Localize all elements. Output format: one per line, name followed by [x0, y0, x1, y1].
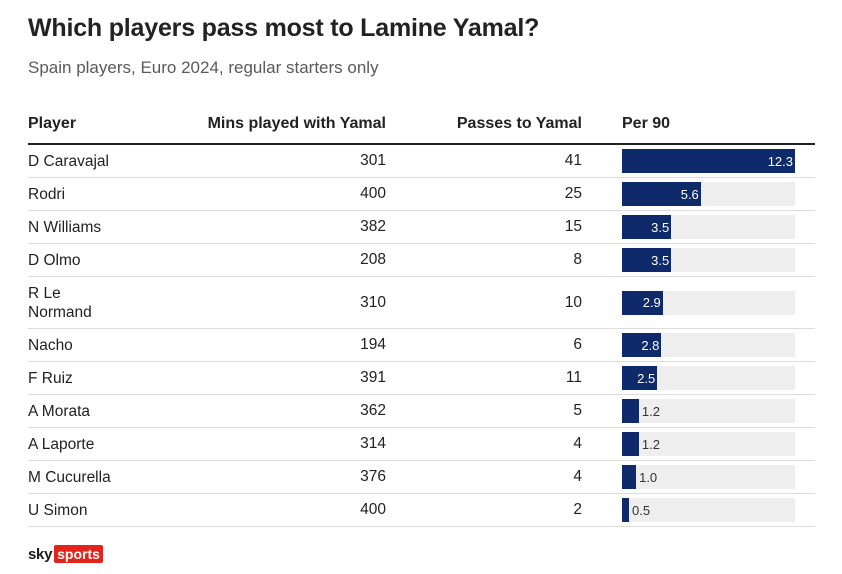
per90-label: 0.5 — [632, 502, 651, 518]
mins-value: 314 — [360, 435, 386, 452]
player-name: A Morata — [28, 402, 91, 420]
player-name: Nacho — [28, 336, 73, 354]
header-passes: Passes to Yamal — [456, 115, 582, 132]
player-name: N Williams — [28, 218, 102, 236]
per90-bar — [622, 290, 663, 315]
per90-bar-track: 2.9 — [622, 290, 795, 315]
per90-label: 12.3 — [767, 153, 793, 169]
per90-bar-track: 2.5 — [622, 366, 795, 390]
table-row: Nacho 194 6 2.8 — [28, 329, 815, 362]
per90-bar — [622, 182, 701, 206]
per90-bar — [622, 498, 629, 522]
passes-value: 4 — [573, 435, 582, 452]
mins-value: 382 — [360, 218, 386, 235]
table-row: A Laporte 314 4 1.2 — [28, 428, 815, 461]
passes-value: 5 — [573, 402, 582, 419]
mins-value: 194 — [360, 336, 386, 353]
header-mins: Mins played with Yamal — [207, 115, 386, 132]
table-row: D Caravajal 301 41 12.3 — [28, 145, 815, 178]
passes-value: 2 — [573, 501, 582, 518]
passes-table: Player Mins played with Yamal Passes to … — [28, 108, 815, 527]
per90-bar-track: 12.3 — [622, 149, 795, 173]
mins-value: 391 — [360, 369, 386, 386]
passes-value: 15 — [564, 218, 582, 235]
mins-value: 301 — [360, 152, 386, 169]
per90-bar — [622, 432, 639, 456]
mins-value: 400 — [360, 185, 386, 202]
player-name: D Caravajal — [28, 152, 109, 170]
per90-bar — [622, 366, 658, 390]
per90-bar — [622, 215, 672, 239]
passes-value: 41 — [564, 152, 582, 169]
per90-bar — [622, 399, 639, 423]
player-name: F Ruiz — [28, 369, 73, 387]
per90-label: 2.8 — [641, 337, 660, 353]
per90-bar — [622, 248, 672, 272]
per90-bar-track: 5.6 — [622, 182, 795, 206]
passes-value: 6 — [573, 336, 582, 353]
player-name: U Simon — [28, 501, 88, 519]
per90-label: 5.6 — [680, 186, 699, 202]
player-name: R Le Normand — [28, 284, 92, 321]
per90-label: 2.5 — [637, 370, 656, 386]
table-row: A Morata 362 5 1.2 — [28, 395, 815, 428]
header-player: Player — [28, 115, 77, 132]
player-name: Rodri — [28, 185, 66, 203]
table-header: Player Mins played with Yamal Passes to … — [28, 108, 815, 145]
player-name: M Cucurella — [28, 468, 111, 486]
table-row: F Ruiz 391 11 2.5 — [28, 362, 815, 395]
per90-bar-track: 3.5 — [622, 248, 795, 272]
per90-bar-track: 1.2 — [622, 399, 795, 423]
mins-value: 400 — [360, 501, 386, 518]
chart-title: Which players pass most to Lamine Yamal? — [28, 14, 540, 42]
table-row: U Simon 400 2 0.5 — [28, 494, 815, 527]
passes-value: 25 — [564, 185, 582, 202]
mins-value: 362 — [360, 402, 386, 419]
per90-bar-track: 2.8 — [622, 333, 795, 357]
per90-bar-track: 0.5 — [622, 498, 795, 522]
per90-label: 3.5 — [651, 219, 670, 235]
per90-label: 3.5 — [651, 252, 670, 268]
per90-bar-track: 1.0 — [622, 465, 795, 489]
per90-bar-track: 3.5 — [622, 215, 795, 239]
per90-label: 1.0 — [639, 469, 658, 485]
per90-label: 1.2 — [641, 403, 660, 419]
table-row: M Cucurella 376 4 1.0 — [28, 461, 815, 494]
per90-bar — [622, 149, 795, 173]
per90-bar — [622, 333, 662, 357]
player-name: D Olmo — [28, 251, 81, 269]
sky-sports-logo: sky sports — [28, 545, 103, 563]
logo-sky-text: sky — [28, 545, 53, 563]
per90-label: 2.9 — [642, 295, 661, 310]
per90-bar — [622, 465, 637, 489]
passes-value: 8 — [573, 251, 582, 268]
mins-value: 310 — [360, 293, 386, 311]
logo-sports-text: sports — [54, 545, 103, 563]
table-body: D Caravajal 301 41 12.3 Rodri 400 25 5.6 N Willi… — [28, 145, 815, 527]
table-row: R Le Normand 310 10 2.9 — [28, 277, 815, 329]
passes-value: 10 — [564, 293, 582, 311]
passes-value: 4 — [573, 468, 582, 485]
header-per90: Per 90 — [622, 115, 671, 132]
chart-subtitle: Spain players, Euro 2024, regular starte… — [28, 58, 379, 77]
mins-value: 208 — [360, 251, 386, 268]
per90-label: 1.2 — [641, 436, 660, 452]
table-row: D Olmo 208 8 3.5 — [28, 244, 815, 277]
table-row: N Williams 382 15 3.5 — [28, 211, 815, 244]
table-row: Rodri 400 25 5.6 — [28, 178, 815, 211]
player-name: A Laporte — [28, 435, 95, 453]
per90-bar-track: 1.2 — [622, 432, 795, 456]
passes-value: 11 — [565, 369, 582, 386]
mins-value: 376 — [360, 468, 386, 485]
